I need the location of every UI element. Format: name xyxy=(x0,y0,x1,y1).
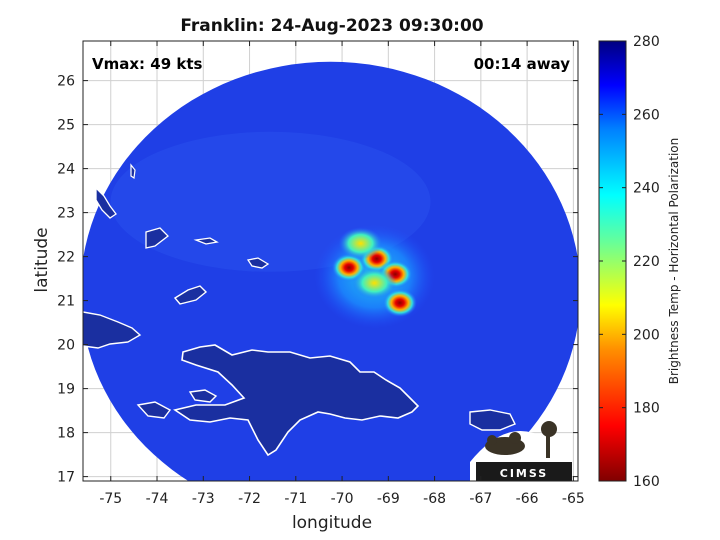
plot-frame xyxy=(82,40,579,482)
land-jamaica xyxy=(136,401,172,419)
storm-cloud xyxy=(314,224,435,329)
x-tick-label: -65 xyxy=(562,491,585,507)
x-tick-label: -73 xyxy=(192,491,215,507)
y-tick-label: 17 xyxy=(57,470,75,486)
y-tick-label: 18 xyxy=(57,426,75,442)
y-tick-label: 23 xyxy=(57,206,75,222)
colorbar-tick-label: 220 xyxy=(633,254,660,270)
land-great-inagua xyxy=(173,285,208,305)
x-tick-label: -71 xyxy=(284,491,307,507)
land-cuba xyxy=(83,311,142,349)
y-tick-label: 20 xyxy=(57,338,75,354)
y-tick-label: 21 xyxy=(57,294,75,310)
x-tick-label: -72 xyxy=(238,491,261,507)
cold-core xyxy=(352,267,397,299)
x-tick-label: -70 xyxy=(331,491,354,507)
colorbar-scale xyxy=(598,40,627,482)
x-tick-label: -66 xyxy=(516,491,539,507)
cold-core xyxy=(338,227,383,260)
land-outlines xyxy=(83,139,516,457)
colorbar-label: Brightness Temp - Horizontal Polarizatio… xyxy=(667,138,681,385)
y-tick-label: 25 xyxy=(57,118,75,134)
x-axis-label: longitude xyxy=(292,513,372,533)
x-tick-label: -69 xyxy=(377,491,400,507)
y-axis-label: latitude xyxy=(32,227,52,292)
cold-core xyxy=(382,288,417,317)
y-axis: 17 18 19 20 21 22 23 24 25 26 xyxy=(57,74,578,486)
y-tick-label: 22 xyxy=(57,250,75,266)
chart-title: Franklin: 24-Aug-2023 09:30:00 xyxy=(180,16,483,36)
x-tick-label: -74 xyxy=(146,491,169,507)
colorbar-tick-label: 280 xyxy=(633,34,660,50)
colorbar-tick-label: 160 xyxy=(633,474,660,490)
y-tick-label: 26 xyxy=(57,74,75,90)
x-axis: -75 -74 -73 -72 -71 -70 -69 -68 -67 -66 -65 xyxy=(99,41,585,507)
colorbar-tick-label: 240 xyxy=(633,181,660,197)
colorbar-ticks: 160 180 200 220 240 260 280 xyxy=(599,34,660,490)
land-mayaguana xyxy=(246,257,270,269)
y-tick-label: 24 xyxy=(57,162,75,178)
land-gonave xyxy=(188,389,218,403)
land-hispaniola xyxy=(173,344,420,457)
colorbar: 160 180 200 220 240 260 280 Brightness Temp - … xyxy=(598,34,681,490)
vmax-label: Vmax: 49 kts xyxy=(92,55,202,73)
x-tick-label: -68 xyxy=(423,491,446,507)
land-cat-island xyxy=(130,163,136,180)
logo-text: CIMSS xyxy=(500,467,548,480)
cimss-logo: CIMSS xyxy=(470,421,572,481)
colorbar-tick-label: 180 xyxy=(633,401,660,417)
swath xyxy=(83,61,578,481)
land-puerto-rico xyxy=(469,409,516,431)
colorbar-tick-label: 260 xyxy=(633,107,660,123)
land-acklins xyxy=(193,237,219,245)
y-tick-label: 19 xyxy=(57,382,75,398)
time-offset-label: 00:14 away xyxy=(474,55,571,73)
x-tick-label: -67 xyxy=(469,491,492,507)
x-tick-label: -75 xyxy=(99,491,122,507)
colorbar-tick-label: 200 xyxy=(633,327,660,343)
land-long-island xyxy=(145,227,169,249)
land-andros xyxy=(83,139,101,165)
land-exuma xyxy=(95,186,117,219)
